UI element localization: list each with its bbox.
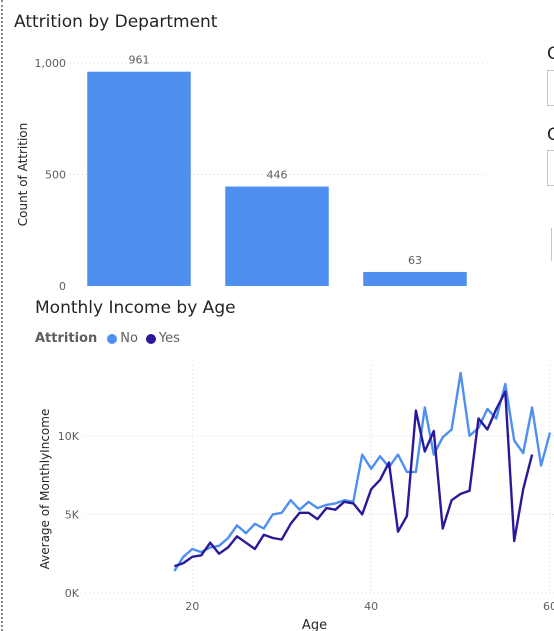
- legend-title: Attrition: [35, 331, 98, 346]
- legend-dot-no: [107, 333, 118, 344]
- bar-data-label: 961: [129, 54, 150, 67]
- slicer-dropdown-3[interactable]: [551, 228, 554, 261]
- line-x-axis-label: Age: [302, 618, 327, 631]
- series-line-no: [173, 371, 552, 572]
- line-y-tick-label: 5K: [65, 508, 80, 521]
- bar: [363, 271, 467, 286]
- slicer-title-2: C: [547, 125, 554, 145]
- slicer-title-1: G: [547, 44, 554, 64]
- bar-y-tick-label: 0: [59, 280, 66, 293]
- legend-item-yes[interactable]: Yes: [145, 331, 180, 346]
- line-x-tick-label: 40: [364, 600, 378, 613]
- legend-label-no: No: [120, 331, 138, 346]
- legend-item-no[interactable]: No: [107, 331, 138, 346]
- bar: [87, 71, 191, 287]
- attrition-by-department-chart: 0 500 1,000 Count of Attrition 961 446 63: [16, 54, 484, 293]
- bar-data-label: 63: [408, 254, 422, 267]
- line-y-tick-label: 0K: [65, 587, 80, 600]
- line-x-tick-label: 60: [543, 600, 554, 613]
- bar-chart-title: Attrition by Department: [14, 12, 218, 32]
- series-line-yes: [173, 390, 534, 568]
- bar-data-label: 446: [267, 169, 288, 182]
- bar-y-tick-label: 1,000: [35, 57, 67, 70]
- slicer-dropdown-2[interactable]: [547, 150, 554, 186]
- legend-dot-yes: [145, 333, 156, 344]
- bar-y-tick-label: 500: [45, 169, 66, 182]
- line-y-tick-label: 10K: [58, 430, 80, 443]
- line-chart-title: Monthly Income by Age: [35, 298, 236, 318]
- bar-y-axis-label: Count of Attrition: [16, 123, 30, 227]
- legend-label-yes: Yes: [158, 331, 180, 346]
- line-x-tick-label: 20: [185, 600, 199, 613]
- bar: [225, 186, 329, 286]
- visual-selection-border: [1, 0, 3, 631]
- slicer-dropdown-1[interactable]: [547, 70, 554, 106]
- line-y-axis-label: Average of MonthlyIncome: [38, 409, 52, 570]
- line-chart-legend: Attrition No Yes: [35, 331, 184, 346]
